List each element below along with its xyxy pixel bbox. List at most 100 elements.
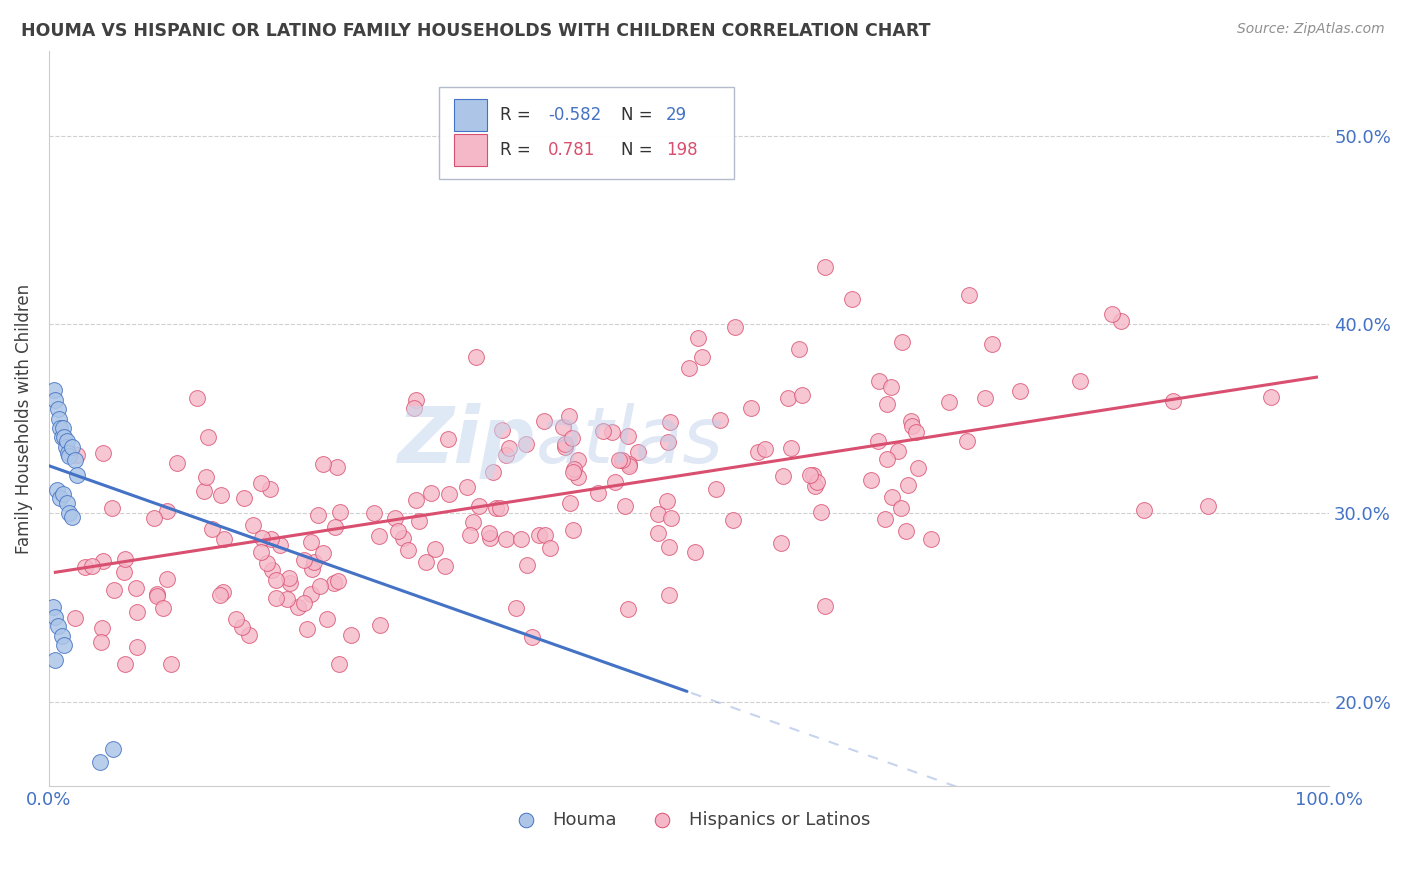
Point xyxy=(562,465,585,479)
Point xyxy=(299,535,322,549)
Point xyxy=(52,487,75,501)
Point xyxy=(233,491,256,505)
Point xyxy=(495,532,517,546)
Point xyxy=(1069,375,1091,389)
Point xyxy=(678,361,700,376)
Point xyxy=(619,458,641,472)
Point xyxy=(75,559,97,574)
Point xyxy=(562,462,585,476)
Point xyxy=(627,445,650,459)
Point xyxy=(125,640,148,654)
Point xyxy=(534,528,557,542)
Point xyxy=(316,612,339,626)
Point xyxy=(89,755,111,769)
Point xyxy=(51,430,73,444)
Point xyxy=(423,541,446,556)
Point xyxy=(792,388,814,402)
Point xyxy=(91,554,114,568)
Point xyxy=(63,453,86,467)
Point xyxy=(461,515,484,529)
Text: -0.582: -0.582 xyxy=(548,105,602,124)
Point xyxy=(45,483,67,498)
Point xyxy=(890,500,912,515)
Point xyxy=(48,411,70,425)
Point xyxy=(195,470,218,484)
Point xyxy=(250,545,273,559)
Point xyxy=(42,384,65,398)
Point xyxy=(405,393,427,408)
Point xyxy=(814,599,837,614)
Point xyxy=(312,546,335,560)
Point xyxy=(212,532,235,546)
Point xyxy=(46,619,69,633)
Point xyxy=(408,514,430,528)
Point xyxy=(264,573,287,587)
Point xyxy=(328,574,350,588)
Point xyxy=(340,628,363,642)
Point xyxy=(307,508,329,522)
Point xyxy=(368,618,391,632)
Point xyxy=(114,657,136,671)
Point xyxy=(58,450,80,464)
Point xyxy=(876,451,898,466)
Point xyxy=(600,425,623,439)
Point xyxy=(114,565,136,579)
Point xyxy=(60,440,83,454)
Point xyxy=(533,414,555,428)
Point xyxy=(66,448,89,462)
Point xyxy=(754,442,776,457)
Point xyxy=(101,741,124,756)
Point xyxy=(387,524,409,539)
Point xyxy=(276,592,298,607)
Text: N =: N = xyxy=(621,105,658,124)
Point xyxy=(1101,307,1123,321)
Point xyxy=(478,526,501,541)
Point xyxy=(127,605,149,619)
Point xyxy=(278,576,301,591)
Point xyxy=(145,589,167,603)
Point xyxy=(49,421,72,435)
Point xyxy=(980,336,1002,351)
Point xyxy=(277,571,299,585)
Point xyxy=(658,589,681,603)
Point xyxy=(260,532,283,546)
Point xyxy=(896,524,918,539)
Point xyxy=(326,459,349,474)
FancyBboxPatch shape xyxy=(454,134,486,166)
Point xyxy=(384,511,406,525)
Point xyxy=(886,444,908,458)
Point xyxy=(557,409,579,424)
Point xyxy=(904,425,927,440)
Point xyxy=(44,392,66,407)
Point xyxy=(302,555,325,569)
Point xyxy=(56,496,79,510)
Point xyxy=(467,500,489,514)
FancyBboxPatch shape xyxy=(440,87,734,179)
Point xyxy=(1132,502,1154,516)
Point xyxy=(686,331,709,345)
Point xyxy=(242,517,264,532)
Point xyxy=(52,421,75,435)
Point xyxy=(55,440,77,454)
Point xyxy=(959,288,981,302)
Point xyxy=(779,441,801,455)
Point xyxy=(323,575,346,590)
Point xyxy=(292,553,315,567)
Point xyxy=(479,532,502,546)
Point xyxy=(309,579,332,593)
Point xyxy=(114,552,136,566)
Point xyxy=(659,511,682,525)
Text: HOUMA VS HISPANIC OR LATINO FAMILY HOUSEHOLDS WITH CHILDREN CORRELATION CHART: HOUMA VS HISPANIC OR LATINO FAMILY HOUSE… xyxy=(21,22,931,40)
Point xyxy=(156,504,179,518)
Point xyxy=(613,499,636,513)
Point xyxy=(396,543,419,558)
Point xyxy=(90,635,112,649)
Point xyxy=(659,415,682,429)
Point xyxy=(269,538,291,552)
Legend: Houma, Hispanics or Latinos: Houma, Hispanics or Latinos xyxy=(501,804,877,837)
Point xyxy=(482,465,505,479)
Point xyxy=(363,506,385,520)
Point xyxy=(647,526,669,541)
Point xyxy=(956,434,979,448)
Point xyxy=(209,588,232,602)
